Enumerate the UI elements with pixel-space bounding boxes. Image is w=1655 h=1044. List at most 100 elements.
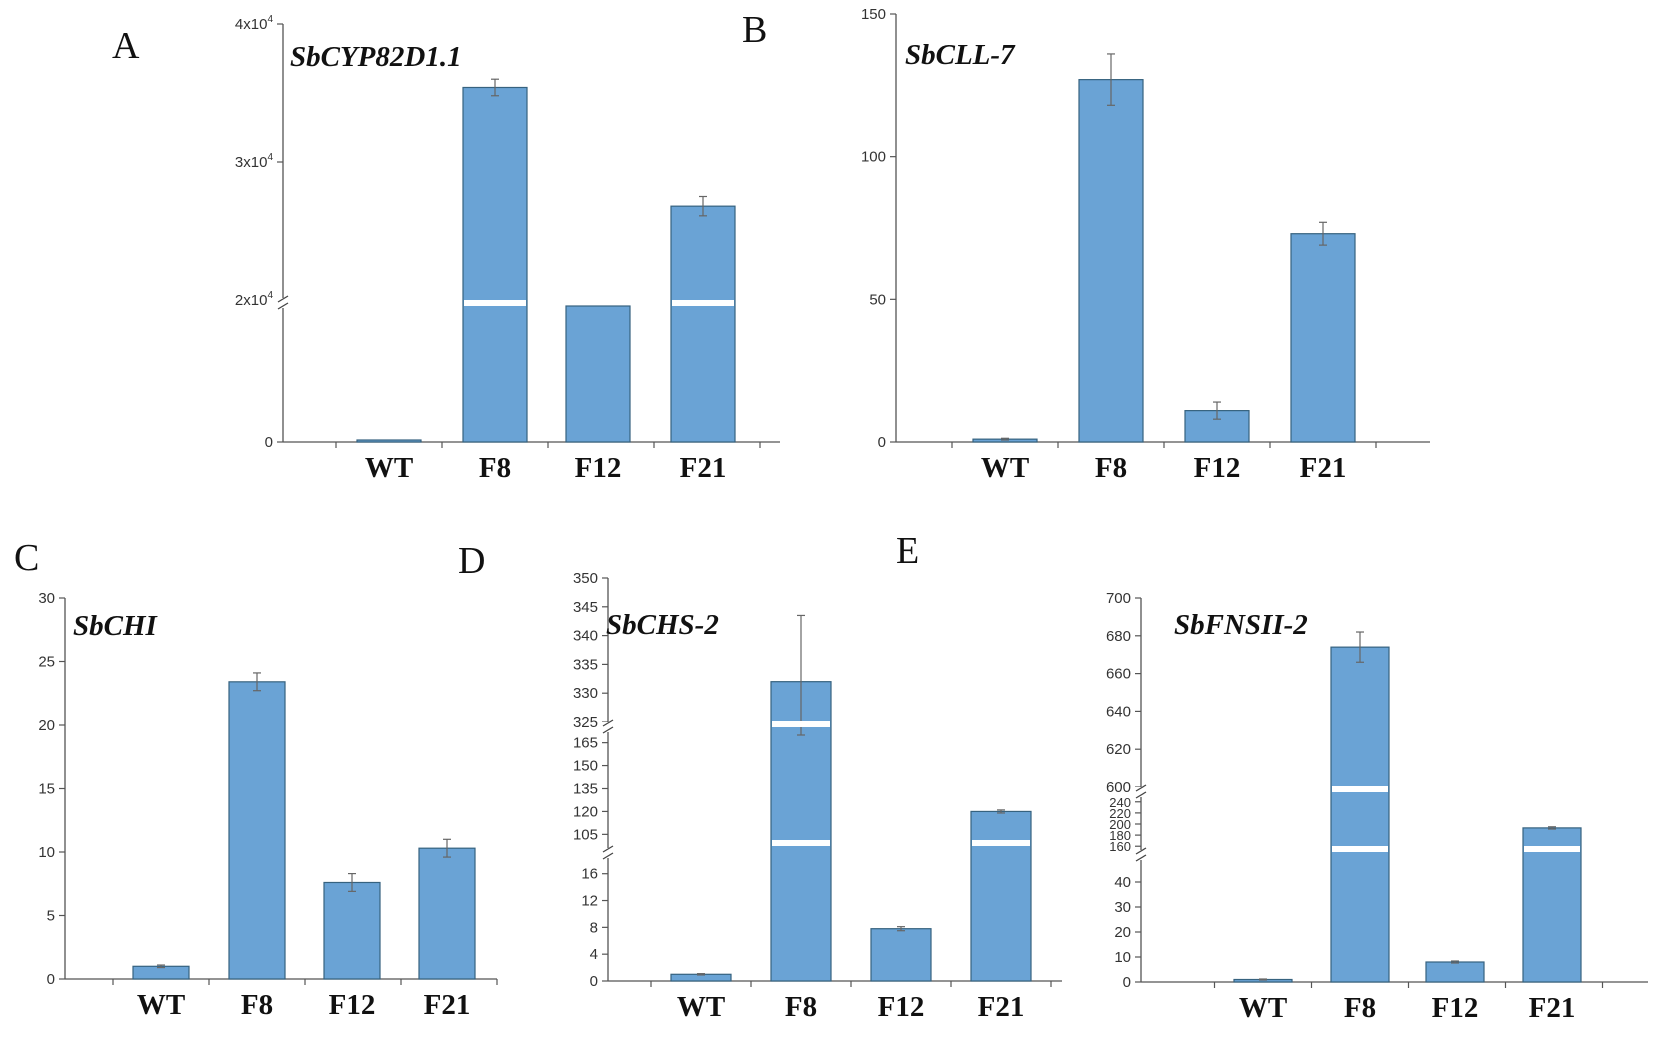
panel-letter-c: C bbox=[14, 537, 39, 579]
axis-break-slash bbox=[1135, 847, 1147, 855]
panel-letter-b: B bbox=[742, 9, 767, 51]
panel-c-bar-f8 bbox=[228, 681, 286, 980]
panel-a-chart: 0 2x104 3x104 4x104 WT F8 F12 F21 SbCYP82D1.1 bbox=[235, 14, 780, 484]
panel-a-ytick-label: 4x104 bbox=[235, 14, 274, 33]
panel-e-bar-break-band bbox=[1332, 846, 1388, 852]
axis-break-gap bbox=[602, 848, 614, 858]
panel-d-ytick-label: 350 bbox=[573, 570, 598, 587]
axis-break-gap bbox=[277, 298, 289, 308]
panel-e-ytick-label: 10 bbox=[1114, 949, 1131, 966]
panel-a-axis-break-mark bbox=[277, 295, 289, 310]
panel-e-ytick-label: 600 bbox=[1106, 779, 1131, 796]
panel-d-ytick-label: 12 bbox=[581, 893, 598, 910]
panel-e-ytick-label: 660 bbox=[1106, 666, 1131, 683]
panel-d-gene-title: SbCHS-2 bbox=[606, 609, 719, 641]
panel-d-x-label-wt: WT bbox=[677, 991, 725, 1023]
panel-c-ytick-label: 10 bbox=[38, 844, 55, 861]
panel-e-error-bar-f8 bbox=[1356, 631, 1364, 663]
panel-d-axis-break-mark bbox=[602, 845, 614, 860]
panel-e-ytick-label: 220 bbox=[1109, 806, 1131, 821]
panel-a-x-label-f21: F21 bbox=[680, 452, 727, 484]
axis-break-slash bbox=[1135, 784, 1147, 792]
panel-d-error-bar-f8 bbox=[797, 614, 805, 736]
panel-e-gene-title: SbFNSII-2 bbox=[1174, 609, 1308, 641]
panel-c-error-bar-f21 bbox=[443, 838, 451, 858]
panel-e-bar-f12 bbox=[1425, 961, 1485, 983]
panel-c-chart: 0 5 10 15 20 25 30 WT F8 F12 F21 SbCHI bbox=[38, 590, 498, 1021]
panel-letter-d: D bbox=[458, 540, 485, 582]
axis-break-gap bbox=[602, 722, 614, 732]
panel-b-bar-f8 bbox=[1078, 79, 1144, 443]
panel-d-bar-break-band bbox=[972, 840, 1030, 846]
panel-c-x-label-wt: WT bbox=[137, 989, 185, 1021]
panel-b-gene-title: SbCLL-7 bbox=[905, 39, 1016, 71]
panel-b-bar-f21 bbox=[1290, 233, 1356, 443]
panel-e-ytick-label: 30 bbox=[1114, 899, 1131, 916]
panel-b-x-label-f8: F8 bbox=[1095, 452, 1127, 484]
panel-e-ytick-label: 240 bbox=[1109, 795, 1131, 810]
panel-a-x-label-wt: WT bbox=[365, 452, 413, 484]
axis-break-slash bbox=[277, 295, 289, 303]
panel-d-error-bar-f21 bbox=[997, 809, 1005, 814]
panel-b-ytick-label: 100 bbox=[861, 149, 886, 166]
panel-c-ytick-label: 25 bbox=[38, 654, 55, 671]
panel-b-x-label-f21: F21 bbox=[1300, 452, 1347, 484]
panel-b-ytick-label: 150 bbox=[861, 6, 886, 23]
panel-d-ytick-label: 105 bbox=[573, 826, 598, 843]
panel-e-bar-f21 bbox=[1522, 827, 1582, 983]
panel-b-error-bar-f21 bbox=[1319, 221, 1327, 246]
panel-c-x-label-f21: F21 bbox=[424, 989, 471, 1021]
panel-letter-e: E bbox=[896, 530, 919, 572]
panel-e-ytick-label: 0 bbox=[1123, 974, 1131, 991]
panel-e-ytick-label: 180 bbox=[1109, 828, 1131, 843]
panel-e-error-bar-f21 bbox=[1548, 826, 1556, 830]
panel-e-x-label-f8: F8 bbox=[1344, 992, 1376, 1024]
panel-d-ytick-label: 165 bbox=[573, 735, 598, 752]
panel-d-ytick-label: 135 bbox=[573, 781, 598, 798]
panel-b-ytick-label: 50 bbox=[869, 291, 886, 308]
panel-c-bar-f12 bbox=[323, 881, 381, 980]
panel-d-ytick-label: 150 bbox=[573, 758, 598, 775]
panel-e-ytick-label: 40 bbox=[1114, 874, 1131, 891]
panel-b-x-label-wt: WT bbox=[981, 452, 1029, 484]
panel-d-chart: 0 4 8 12 16 105 120 135 150 165 325 330 335 340 345 350… bbox=[573, 570, 1062, 1023]
panel-d-ytick-label: 325 bbox=[573, 714, 598, 731]
panel-d-error-bar-wt bbox=[697, 973, 705, 976]
panel-a-x-label-f8: F8 bbox=[479, 452, 511, 484]
axis-break-slash bbox=[277, 302, 289, 310]
panel-e-error-bar-f12 bbox=[1451, 960, 1459, 964]
panel-d-bar-break-band bbox=[772, 840, 830, 846]
panel-e-ytick-label: 680 bbox=[1106, 628, 1131, 645]
panel-e-x-label-f12: F12 bbox=[1432, 992, 1479, 1024]
panel-a-ytick-label: 3x104 bbox=[235, 152, 274, 171]
axis-break-slash bbox=[1135, 791, 1147, 799]
panel-d-ytick-label: 8 bbox=[590, 919, 598, 936]
panel-e-ytick-label: 620 bbox=[1106, 741, 1131, 758]
panel-letter-a: A bbox=[112, 25, 140, 67]
axis-break-gap bbox=[1135, 850, 1147, 860]
panel-a-bar-f21 bbox=[670, 205, 736, 443]
panel-e-axis-break-mark bbox=[1135, 784, 1147, 799]
axis-break-slash bbox=[602, 719, 614, 727]
panel-d-ytick-label: 335 bbox=[573, 656, 598, 673]
panel-d-ytick-label: 340 bbox=[573, 628, 598, 645]
axis-break-slash bbox=[1135, 854, 1147, 862]
panel-b-chart: 0 50 100 150 WT F8 F12 F21 SbCLL-7 bbox=[861, 6, 1430, 484]
panel-d-ytick-label: 120 bbox=[573, 803, 598, 820]
panel-b-error-bar-f12 bbox=[1213, 401, 1221, 420]
panel-c-gene-title: SbCHI bbox=[73, 610, 159, 642]
panel-a-x-label-f12: F12 bbox=[575, 452, 622, 484]
panel-c-bar-wt bbox=[132, 965, 190, 980]
panel-b-error-bar-wt bbox=[1001, 437, 1009, 441]
panel-d-bar-f12 bbox=[870, 928, 932, 982]
panel-a-ytick-label: 2x104 bbox=[235, 290, 274, 309]
panel-e-axis-break-mark bbox=[1135, 847, 1147, 862]
panel-d-x-label-f12: F12 bbox=[878, 991, 925, 1023]
panel-c-bar-f21 bbox=[418, 847, 476, 980]
panel-e-ytick-label: 200 bbox=[1109, 817, 1131, 832]
panel-a-bar-wt bbox=[356, 439, 422, 443]
panel-d-x-label-f21: F21 bbox=[978, 991, 1025, 1023]
panel-a-bar-f12 bbox=[565, 305, 631, 443]
